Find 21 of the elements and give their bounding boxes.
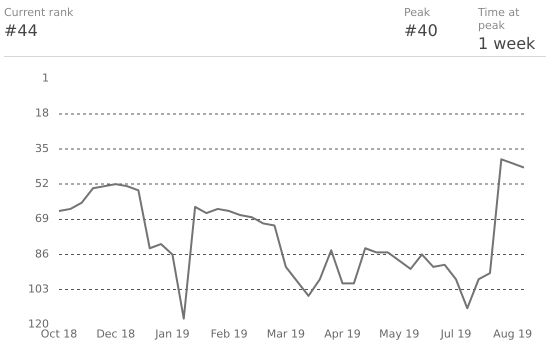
y-tick-label: 18	[34, 106, 49, 120]
x-tick-label: Jul 19	[440, 327, 472, 340]
text: Peak	[404, 6, 432, 19]
text: #44	[4, 21, 39, 40]
x-tick-label: Jan 19	[154, 327, 190, 340]
x-tick-label: Dec 18	[96, 327, 136, 340]
x-tick-label: Feb 19	[210, 327, 248, 340]
y-tick-label: 52	[34, 176, 49, 190]
x-tick-label: Mar 19	[266, 327, 305, 340]
text: Current rank	[4, 6, 74, 19]
text: 1 week	[478, 34, 536, 53]
y-tick-label: 69	[34, 212, 49, 226]
x-tick-label: May 19	[379, 327, 420, 340]
x-tick-label: Aug 19	[493, 327, 532, 340]
y-tick-label: 86	[34, 247, 49, 260]
x-tick-label: Apr 19	[324, 327, 361, 340]
text: Time at peak	[478, 6, 520, 32]
y-tick-label: 35	[34, 142, 49, 155]
y-tick-label: 103	[28, 282, 49, 296]
text: #40	[404, 21, 438, 40]
y-tick-label: 1	[42, 71, 49, 84]
